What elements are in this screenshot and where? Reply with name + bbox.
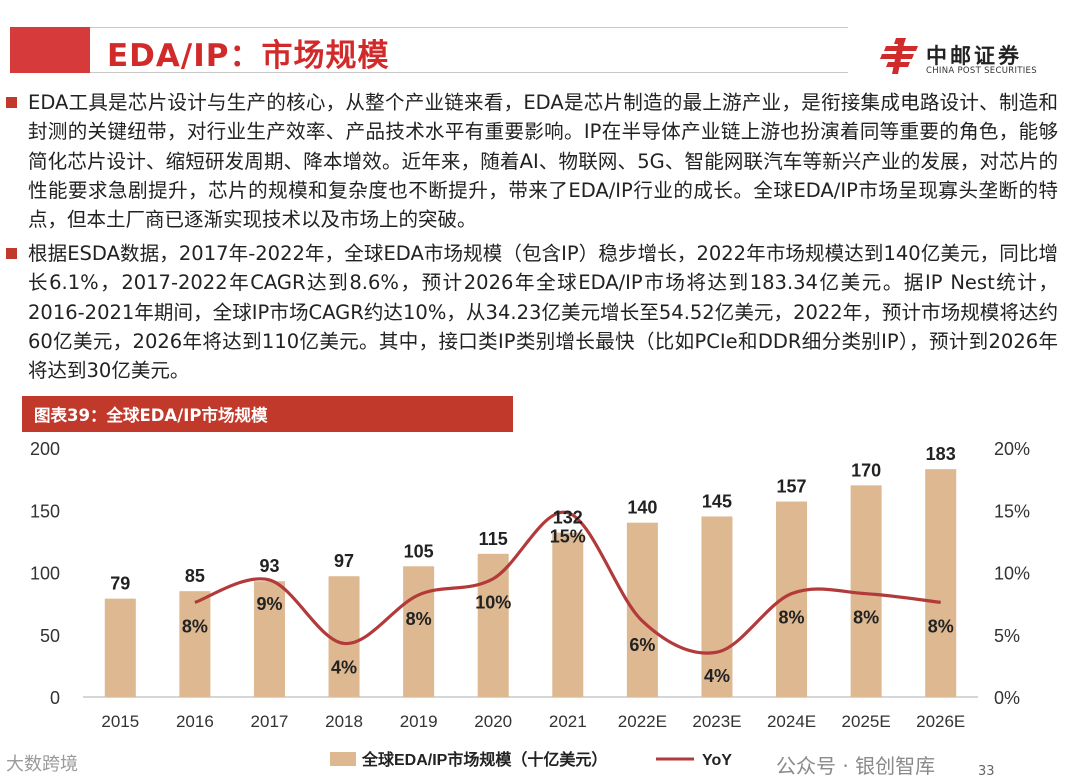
bar	[477, 553, 509, 697]
paragraph-1: EDA工具是芯片设计与生产的核心，从整个产业链来看，EDA是芯片制造的最上游产业…	[6, 88, 1058, 234]
x-tick-label: 2017	[251, 712, 289, 731]
figure-caption: 图表39：全球EDA/IP市场规模	[34, 406, 268, 425]
logo-en-text: CHINA POST SECURITIES	[926, 66, 1037, 76]
slide-title: EDA/IP：市场规模	[107, 38, 390, 74]
x-tick-label: 2026E	[916, 712, 965, 731]
y-right-tick-label: 0%	[994, 688, 1020, 708]
bar	[328, 576, 360, 697]
bar	[552, 532, 584, 697]
logo-cn-text: 中邮证券	[926, 44, 1022, 68]
page-number: 33	[978, 764, 995, 779]
legend-bar-swatch	[330, 752, 356, 766]
yoy-line	[194, 510, 941, 655]
figure-caption-bar: 图表39：全球EDA/IP市场规模	[22, 396, 513, 432]
x-tick-label: 2025E	[842, 712, 891, 731]
x-tick-label: 2021	[549, 712, 587, 731]
bar-value-label: 170	[851, 460, 881, 480]
y-right-tick-label: 5%	[994, 626, 1020, 646]
title-bar	[10, 27, 848, 73]
title-accent-block	[10, 27, 90, 73]
bullet-icon	[6, 97, 17, 108]
yoy-value-label: 9%	[256, 594, 282, 614]
watermark-right: 公众号 · 银创智库	[776, 754, 936, 778]
bar	[179, 591, 211, 697]
yoy-value-label: 6%	[629, 635, 655, 655]
market-size-chart: 0 50 100 150 200 0% 5% 10% 15% 20% 79 85 93 97 105 115 1…	[30, 439, 1030, 769]
bar-value-label: 85	[185, 566, 205, 586]
yoy-value-label: 15%	[550, 527, 586, 547]
bar-value-label: 132	[553, 508, 583, 528]
company-logo: 中邮证券 CHINA POST SECURITIES	[878, 36, 1058, 80]
bar-value-label: 140	[627, 498, 657, 518]
x-tick-label: 2016	[176, 712, 214, 731]
yoy-value-label: 8%	[779, 608, 805, 628]
yoy-value-label: 8%	[928, 616, 954, 636]
bar	[104, 598, 136, 697]
yoy-value-label: 10%	[475, 593, 511, 613]
bar-value-label: 115	[479, 529, 508, 549]
y-right-tick-label: 15%	[994, 501, 1030, 521]
bar-value-label: 157	[777, 477, 807, 497]
legend-bar-label: 全球EDA/IP市场规模（十亿美元）	[361, 750, 607, 769]
bar-value-label: 93	[259, 556, 279, 576]
china-post-logo-icon	[880, 38, 918, 74]
y-left-tick-label: 0	[50, 688, 60, 708]
y-right-tick-label: 20%	[994, 439, 1030, 459]
legend-line-label: YoY	[702, 752, 732, 769]
bar	[403, 566, 435, 697]
yoy-value-label: 8%	[182, 616, 208, 636]
x-tick-label: 2023E	[692, 712, 741, 731]
y-left-tick-label: 100	[30, 564, 60, 584]
x-tick-label: 2018	[325, 712, 363, 731]
yoy-value-label: 4%	[704, 666, 730, 686]
paragraph-2: 根据ESDA数据，2017年-2022年，全球EDA市场规模（包含IP）稳步增长…	[6, 239, 1058, 385]
y-right-tick-label: 10%	[994, 564, 1030, 584]
y-left-tick-label: 50	[40, 626, 60, 646]
x-tick-label: 2024E	[767, 712, 816, 731]
watermark-left: 大数跨境	[6, 754, 78, 775]
x-tick-label: 2015	[101, 712, 139, 731]
paragraph-1-text: EDA工具是芯片设计与生产的核心，从整个产业链来看，EDA是芯片制造的最上游产业…	[28, 91, 1058, 232]
paragraph-2-text: 根据ESDA数据，2017年-2022年，全球EDA市场规模（包含IP）稳步增长…	[28, 242, 1058, 383]
yoy-value-label: 8%	[406, 609, 432, 629]
bar-value-label: 79	[110, 574, 130, 594]
yoy-value-label: 8%	[853, 608, 879, 628]
bullet-icon	[6, 248, 17, 259]
x-tick-label: 2019	[400, 712, 438, 731]
bar	[253, 581, 285, 697]
y-left-tick-label: 150	[30, 501, 60, 521]
bar	[925, 469, 957, 697]
bar-value-label: 105	[404, 541, 434, 561]
x-tick-label: 2022E	[618, 712, 667, 731]
bar-value-label: 145	[702, 491, 732, 511]
x-tick-label: 2020	[474, 712, 512, 731]
bar	[701, 516, 733, 697]
yoy-value-label: 4%	[331, 657, 357, 677]
y-left-tick-label: 200	[30, 439, 60, 459]
bar-value-label: 183	[926, 444, 956, 464]
bar-value-label: 97	[334, 551, 354, 571]
